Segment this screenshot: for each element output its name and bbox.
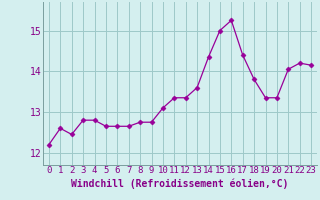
X-axis label: Windchill (Refroidissement éolien,°C): Windchill (Refroidissement éolien,°C) xyxy=(71,178,289,189)
